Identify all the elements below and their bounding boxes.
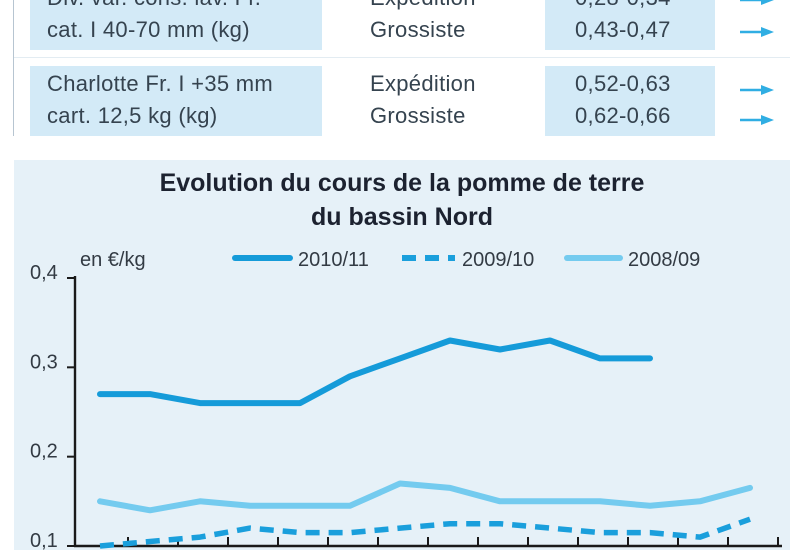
- row-separator: [14, 57, 790, 58]
- price-range: 0,62-0,66: [575, 103, 671, 128]
- chart-plot: en €/kg 2010/11 2009/10 2008/09 0,40,30,…: [30, 249, 782, 550]
- stage-label: Grossiste: [370, 103, 466, 128]
- chart-title: Evolution du cours de la pomme de terre: [159, 169, 645, 197]
- arrow-right-icon: [740, 0, 774, 6]
- product-cell: [30, 66, 322, 136]
- product-cell: [30, 0, 322, 50]
- price-range: 0,43-0,47: [575, 17, 671, 42]
- stage-label: Expédition: [370, 0, 476, 14]
- legend-label-2008-09: 2008/09: [628, 249, 700, 271]
- stage-label: Grossiste: [370, 17, 466, 42]
- table-left-rule: [13, 0, 14, 136]
- table-row: Div. var. cons. lav. Fr. cat. I 40-70 mm…: [0, 0, 800, 50]
- y-tick-label: 0,3: [30, 351, 58, 373]
- arrow-right-icon: [740, 26, 774, 38]
- stage-label: Expédition: [370, 71, 476, 96]
- y-tick-label: 0,1: [30, 530, 58, 550]
- price-cell: [545, 66, 715, 136]
- y-axis-unit-label: en €/kg: [80, 249, 146, 271]
- table-row: Charlotte Fr. I +35 mm cart. 12,5 kg (kg…: [0, 66, 800, 136]
- series-line-2009-10: [99, 516, 751, 549]
- chart-title: du bassin Nord: [311, 203, 493, 231]
- product-detail: cat. I 40-70 mm (kg): [47, 17, 250, 42]
- product-name: Charlotte Fr. I +35 mm: [47, 71, 274, 96]
- legend-label-2009-10: 2009/10: [462, 249, 534, 271]
- series-line-2008-09: [97, 480, 753, 514]
- axis-ticks: 0,4 0,3 0,2 0,1: [30, 262, 779, 550]
- price-cell: [545, 0, 715, 50]
- product-detail: cart. 12,5 kg (kg): [47, 103, 218, 128]
- price-range: 0,52-0,63: [575, 71, 671, 96]
- price-chart: Evolution du cours de la pomme de terre …: [14, 160, 790, 550]
- price-range: 0,28-0,34: [575, 0, 671, 14]
- legend-label-2010-11: 2010/11: [298, 249, 369, 271]
- series-lines: [97, 337, 753, 549]
- arrow-right-icon: [740, 84, 774, 96]
- y-tick-label: 0,2: [30, 441, 58, 463]
- arrow-right-icon: [740, 114, 774, 126]
- price-table: Div. var. cons. lav. Fr. cat. I 40-70 mm…: [0, 0, 800, 138]
- product-name: Div. var. cons. lav. Fr.: [47, 0, 261, 14]
- y-tick-label: 0,4: [30, 262, 58, 284]
- series-line-2010-11: [97, 337, 653, 407]
